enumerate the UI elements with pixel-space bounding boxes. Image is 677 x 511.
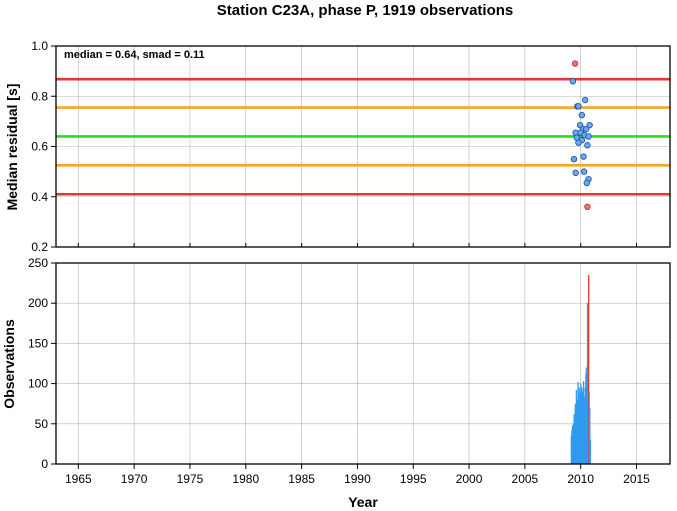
year-tick-label: 1965 (65, 472, 92, 486)
outlier-point (571, 60, 579, 67)
year-tick-label: 1995 (400, 472, 427, 486)
observations-bars (570, 275, 591, 464)
residual-tick-label: 0.4 (31, 190, 48, 204)
residual-point (570, 155, 578, 163)
observations-panel: 0 50 100 150 200 250 1965 1970 1975 1980 1985 1990… (1, 256, 671, 510)
residual-tick-label: 0.2 (31, 240, 48, 254)
outlier-point (584, 203, 591, 210)
median-smad-annotation: median = 0.64, smad = 0.11 (64, 49, 205, 61)
observations-panel-frame (55, 262, 671, 465)
year-tick-label: 1990 (344, 472, 371, 486)
observations-y-axis-label: Observations (1, 319, 17, 409)
observations-y-ticks: 0 50 100 150 200 250 (28, 256, 56, 471)
observation-bar (589, 407, 591, 464)
observations-tick-label: 100 (28, 377, 48, 391)
observations-tick-label: 0 (41, 457, 48, 471)
residual-tick-label: 1.0 (31, 39, 48, 53)
residual-point (583, 179, 591, 187)
observation-bar (589, 439, 591, 464)
year-tick-label: 1985 (288, 472, 315, 486)
year-tick-label: 2005 (512, 472, 539, 486)
residual-reference-lines (56, 77, 670, 196)
residual-y-axis-label: Median residual [s] (4, 84, 20, 211)
year-tick-label: 2015 (623, 472, 650, 486)
residual-tick-label: 0.8 (31, 89, 48, 103)
observations-tick-label: 250 (28, 256, 48, 270)
residual-tick-label: 0.6 (31, 140, 48, 154)
residual-point (581, 96, 589, 104)
year-tick-label: 1970 (121, 472, 148, 486)
residual-y-ticks: 0.2 0.4 0.6 0.8 1.0 (31, 39, 56, 254)
observations-tick-label: 150 (28, 336, 48, 350)
residual-point (585, 133, 592, 140)
year-tick-label: 2010 (567, 472, 594, 486)
residual-point (569, 77, 577, 85)
residual-point (575, 139, 582, 146)
residual-points (569, 60, 593, 210)
year-x-axis-label: Year (348, 494, 378, 510)
observations-tick-label: 200 (28, 296, 48, 310)
residual-point (575, 103, 582, 110)
residual-point (580, 153, 587, 160)
residual-point (580, 168, 588, 175)
residual-point (578, 111, 586, 119)
residual-point (584, 142, 591, 149)
residual-point (586, 121, 593, 129)
chart-title: Station C23A, phase P, 1919 observations (217, 2, 514, 19)
year-tick-label: 1980 (232, 472, 259, 486)
observation-bar-highlight (588, 275, 590, 464)
year-tick-label: 2000 (456, 472, 483, 486)
year-tick-label: 1975 (177, 472, 204, 486)
residual-panel: 0.2 0.4 0.6 0.8 1.0 median = 0.64, smad = 0.… (4, 39, 671, 254)
residual-grid (56, 45, 670, 248)
year-x-ticks: 1965 1970 1975 1980 1985 1990 1995 2000 2005 2010… (65, 464, 650, 486)
observations-tick-label: 50 (35, 417, 49, 431)
residual-point (572, 169, 579, 177)
observation-bar (586, 303, 589, 464)
